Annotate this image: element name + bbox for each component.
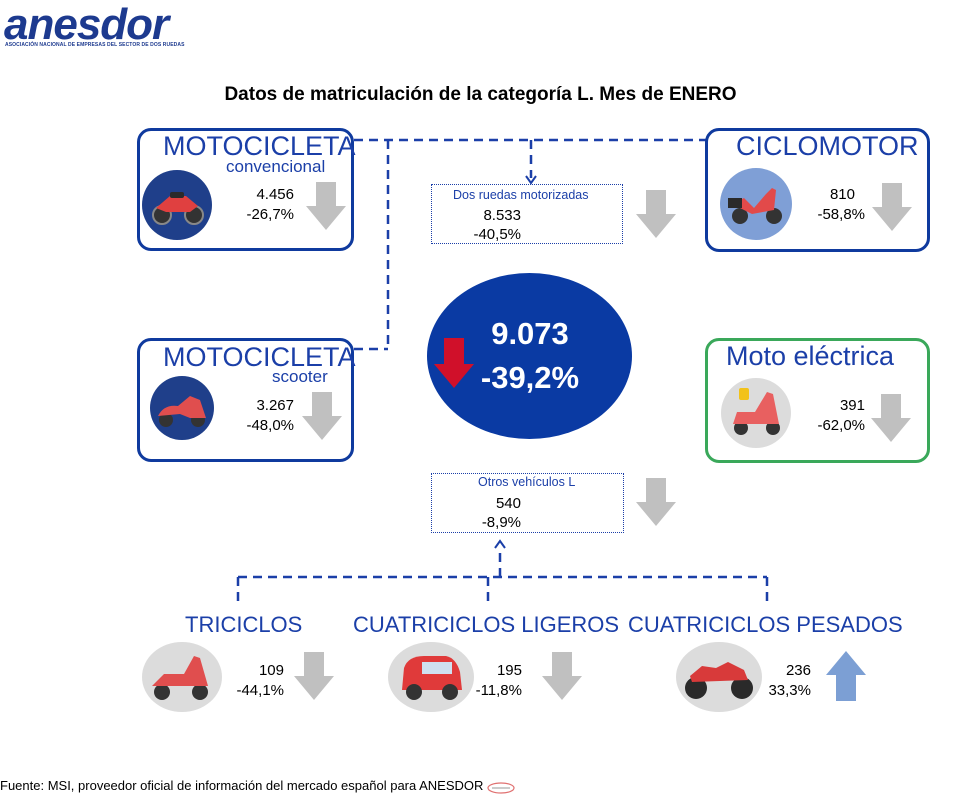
down-arrow-icon [294,652,334,700]
moto-electrica-change: -62,0% [817,417,865,434]
ciclomotor-value: 810 [829,186,855,203]
moto-convencional-value: 4.456 [256,186,294,203]
otros-label: Otros vehículos L [478,475,576,489]
cuatriciclos-ligeros-value: 195 [496,662,522,679]
cuatriciclos-pesados-title: CUATRICICLOS PESADOS [628,612,903,637]
microcar-icon [388,642,474,712]
moto-scooter-value: 3.267 [256,397,294,414]
up-arrow-icon [826,651,866,701]
moped-icon [720,168,792,240]
logo-subtitle: ASOCIACIÓN NACIONAL DE EMPRESAS DEL SECT… [5,42,185,48]
total-value: 9.073 [491,316,569,351]
down-arrow-icon [302,392,342,440]
moto-scooter-subtitle: scooter [272,367,328,386]
moto-electrica-title: Moto eléctrica [726,341,895,371]
down-arrow-icon [636,478,676,526]
down-arrow-icon [636,190,676,238]
cuatriciclos-pesados-value: 236 [785,662,811,679]
triciclos-change: -44,1% [236,682,284,699]
electric-scooter-icon [721,378,791,448]
total-change: -39,2% [480,360,580,395]
down-arrow-icon [306,182,346,230]
moto-electrica-value: 391 [839,397,865,414]
cuatriciclos-pesados-change: 33,3% [768,682,811,699]
moto-convencional-change: -26,7% [246,206,294,223]
tricycle-icon [142,642,222,712]
quad-icon [676,642,762,712]
msi-logo-icon [487,782,515,794]
cuatriciclos-ligeros-title: CUATRICICLOS LIGEROS [353,612,620,637]
moto-convencional-subtitle: convencional [226,157,326,176]
moto-scooter-change: -48,0% [246,417,294,434]
otros-value: 540 [495,495,521,512]
source-note: Fuente: MSI, proveedor oficial de inform… [0,778,484,793]
cuatriciclos-ligeros-change: -11,8% [475,682,522,699]
moto-scooter-title: MOTOCICLETA [163,342,356,372]
moto-convencional-title: MOTOCICLETA [163,131,356,161]
dos-ruedas-value: 8.533 [483,207,521,224]
down-arrow-icon [872,183,912,231]
anesdor-logo: anesdor [4,0,169,49]
triciclos-value: 109 [258,662,284,679]
page-title: Datos de matriculación de la categoría L… [224,84,737,105]
triciclos-title: TRICICLOS [185,612,303,637]
otros-box [431,473,624,533]
down-arrow-icon [542,652,582,700]
dos-ruedas-label: Dos ruedas motorizadas [453,188,589,202]
scooter-icon [150,376,214,440]
motorcycle-icon [142,170,212,240]
down-arrow-icon [871,394,911,442]
otros-change: -8,9% [481,514,521,531]
dos-ruedas-change: -40,5% [473,226,521,243]
ciclomotor-change: -58,8% [817,206,865,223]
red-down-arrow-icon [434,338,474,388]
dos-ruedas-box [431,184,623,244]
ciclomotor-title: CICLOMOTOR [736,131,919,161]
